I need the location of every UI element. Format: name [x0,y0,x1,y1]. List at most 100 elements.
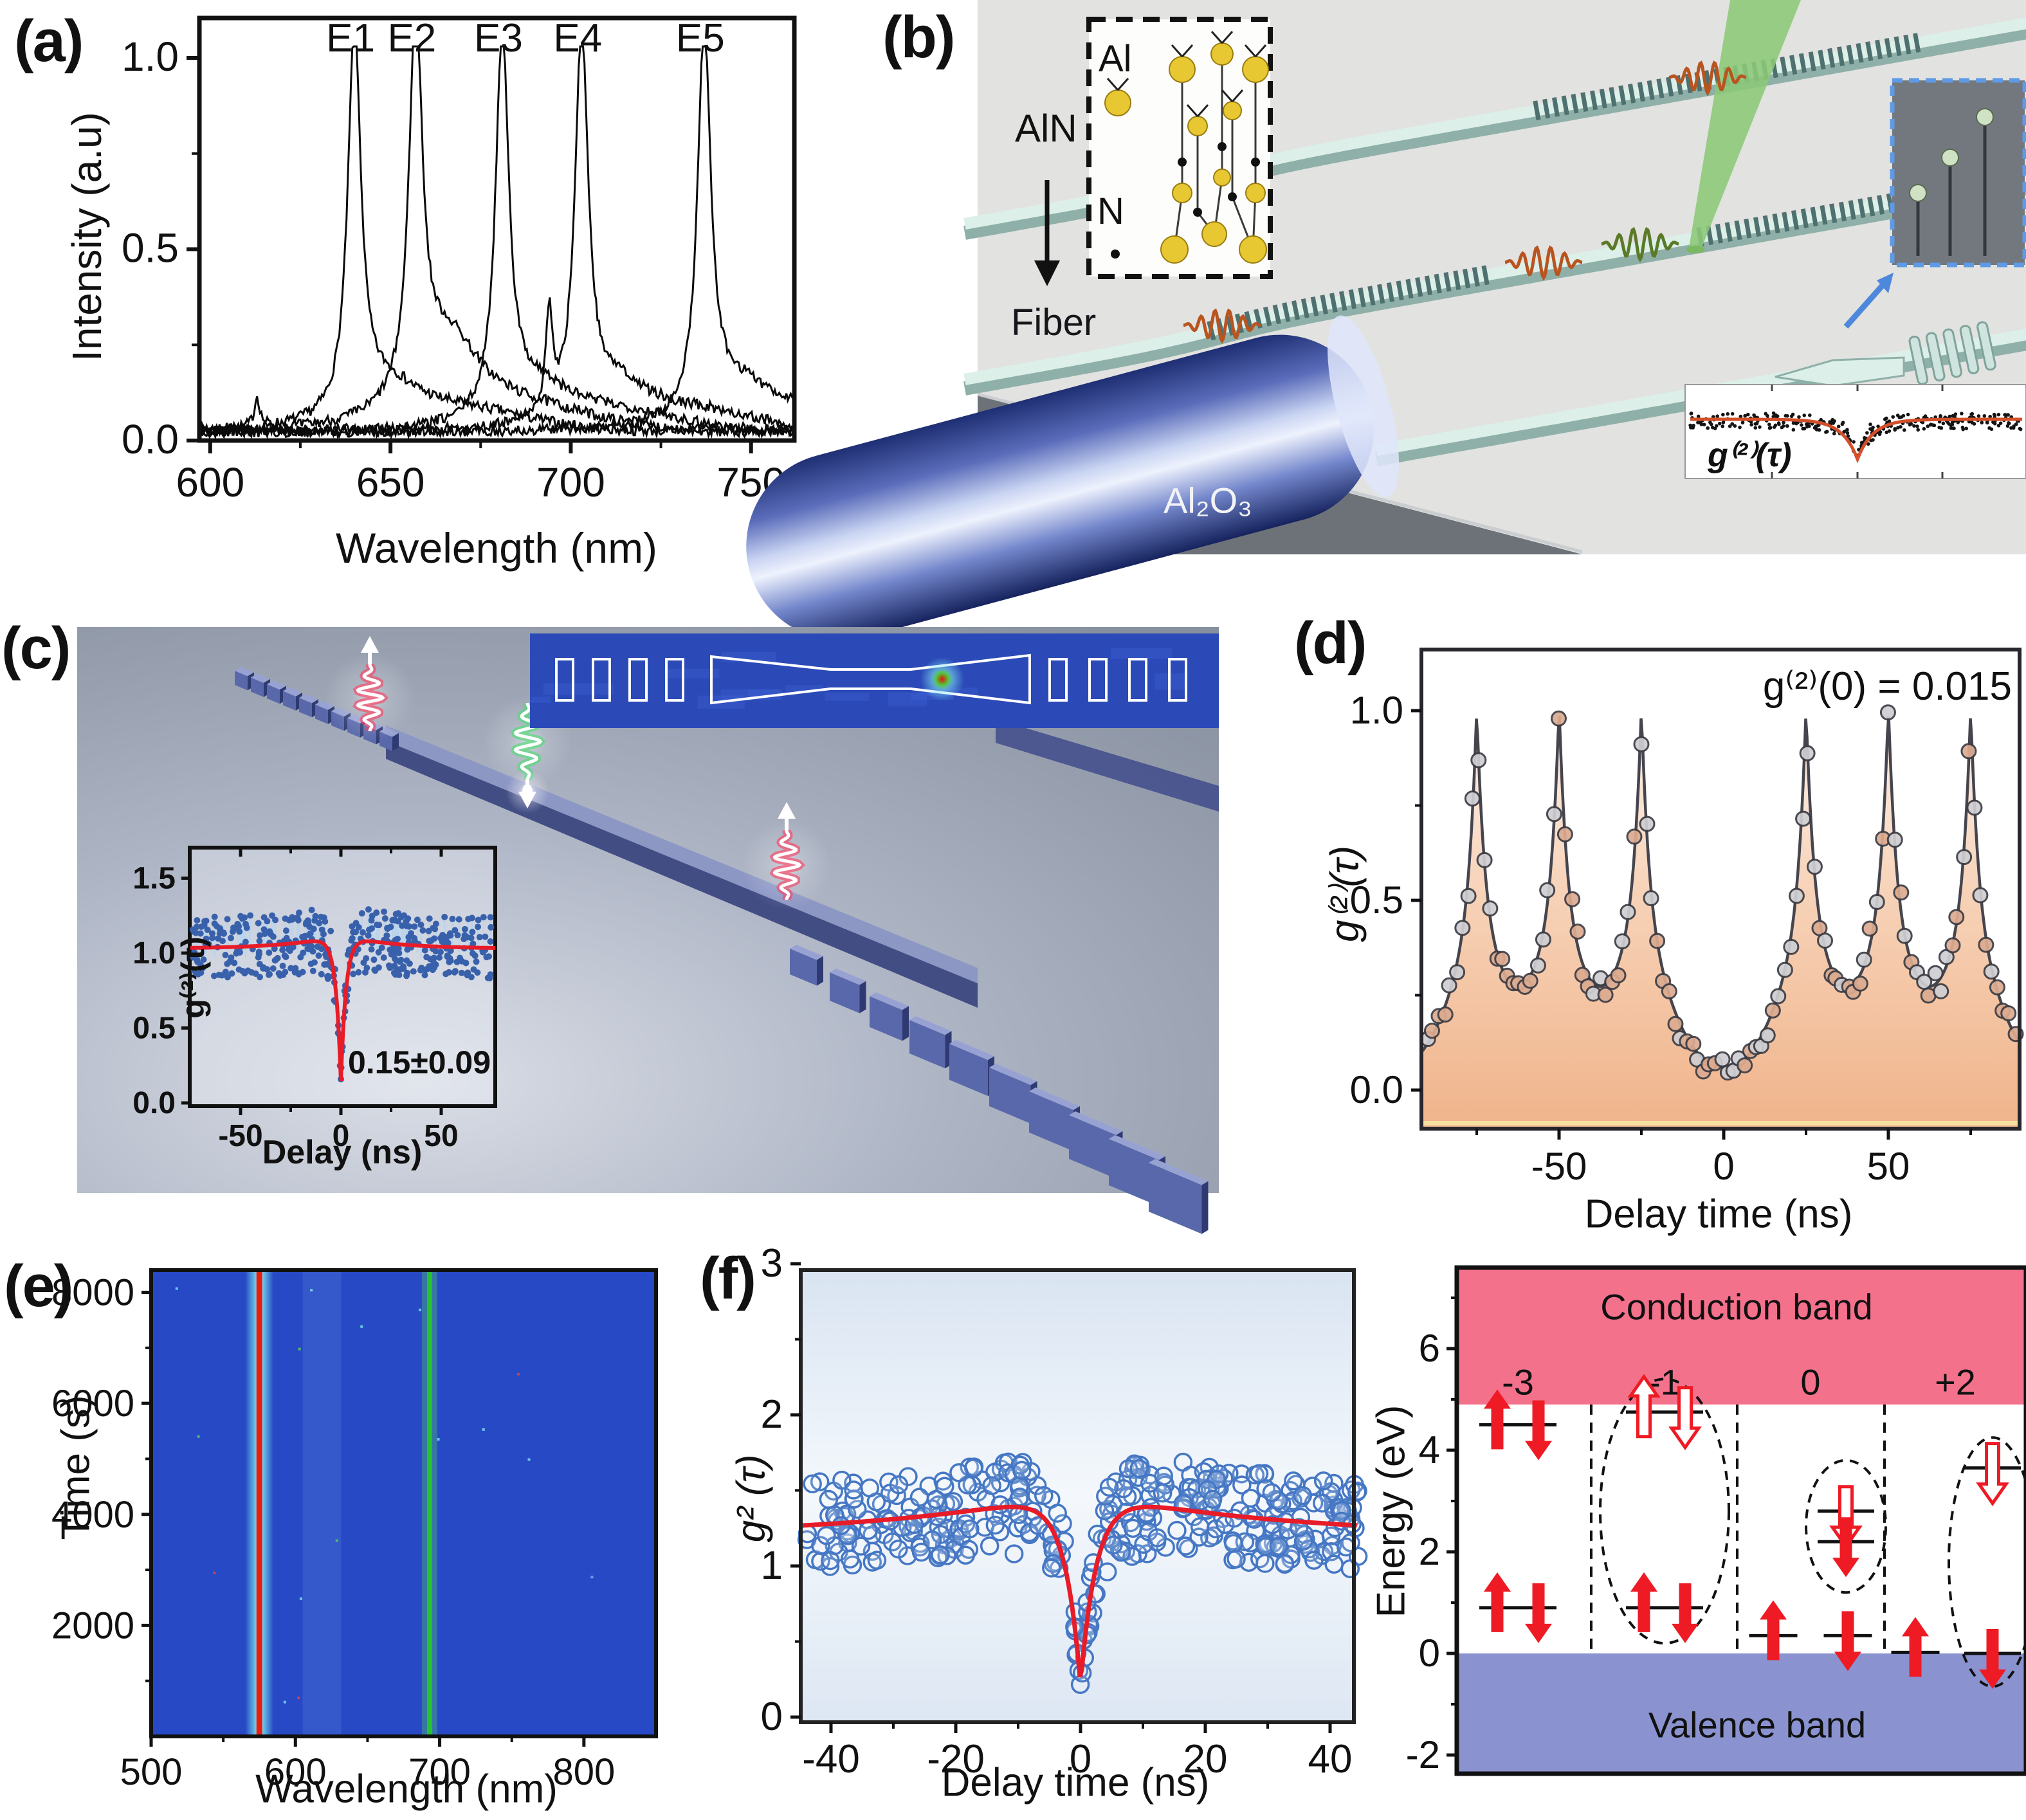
grating-tooth [909,1020,945,1069]
g2-data-point [1799,745,1816,761]
n-atom [1251,158,1260,167]
g2-fill-area [1422,716,2019,1129]
panel-a-y-axis-label: Intensity (a.u) [64,112,110,361]
n-atom [1111,250,1120,259]
g2-data-point [1948,909,1965,925]
g2-data-point [1879,704,1896,721]
g2-data-point [1099,1477,1119,1497]
g2-data-point [931,1545,950,1565]
grating-tooth [235,671,248,691]
y-tick-label: 0.0 [1350,1068,1403,1111]
axes-frame [149,1268,658,1738]
g2-data-point [803,1474,822,1493]
g2-data-point [1546,806,1562,823]
panel-c-inset-annotation: 0.15±0.09 [347,1044,491,1080]
suspended-device [1909,184,1927,202]
g2-data-point [1324,1554,1344,1574]
grating-tooth [299,698,312,718]
g2-data-point [960,1519,980,1539]
axes-frame [799,1268,1356,1724]
g2-data-point [1284,1471,1303,1491]
g2-data-point [1304,1551,1324,1570]
y-tick-label: 1.0 [122,33,179,80]
g2-data-point [1661,983,1677,999]
g2-data-point [1539,882,1556,898]
n-atom [1178,158,1187,167]
spectrum-trace-E1 [199,45,795,439]
y-tick-label: 6000 [51,1383,134,1424]
y-tick-label: 3 [761,1241,783,1286]
fan-grating-coupler [1908,321,1996,385]
g2-data-point [1989,979,2005,996]
panel-e-x-axis-label: Wavelength (nm) [255,1767,558,1812]
al-atom [1245,183,1266,203]
photon-wavepacket [1183,308,1261,344]
ccd-image-inset [530,633,1219,728]
panel-d-label: (d) [1294,610,1367,676]
charge-state-label: 0 [1800,1361,1820,1402]
ccd-grating-outline [665,658,684,702]
ccd-grating-outline [555,658,574,702]
g2-data-point [1569,924,1586,940]
y-tick-label: 4000 [51,1494,134,1536]
al-atom [1210,42,1234,66]
g2-data-point [1649,933,1666,949]
g2-data-point [838,1526,858,1545]
conduction-band [1457,1268,2026,1405]
transition-ellipse [1599,1378,1730,1645]
g2-data-point [1633,736,1650,752]
g2-data-point [1424,1023,1441,1039]
x-tick-label: -40 [802,1737,860,1781]
grating-tooth [790,949,817,986]
g2-data-point [1960,743,1977,760]
y-tick-label: 2 [1419,1530,1440,1573]
g2-data-point [817,1525,836,1545]
al-atom [1213,168,1231,187]
x-tick-label: -50 [1531,1145,1587,1188]
spin-arrow-down-hollow [1668,1386,1702,1451]
b-inset-fit-curve [1690,417,2022,464]
atom-label-al: Al [1099,38,1132,80]
g2-data-point [1275,1554,1295,1573]
g2-data-point [2000,1005,2017,1022]
g2-data-point [1944,937,1961,954]
panel-e-label: (e) [4,1253,73,1319]
x-tick-label: 20 [1183,1737,1228,1781]
y-tick-label: 0 [1419,1632,1440,1675]
c-inset-y-tick-label: 0.5 [132,1012,176,1046]
spin-arrow-up-filled [1484,1572,1511,1632]
g2-data-point [1620,904,1636,920]
x-tick-label: 650 [356,459,425,505]
suspended-device [1976,108,1994,126]
g2-data-point [1817,933,1834,949]
g2-data-point [819,1489,839,1509]
g2-data-point [1795,810,1812,827]
g2-data-point [1147,1528,1167,1547]
g2-data-point [1097,1562,1117,1581]
photon-wavepacket [1601,226,1679,263]
b-g2-correlation-inset [1684,384,2026,479]
grating-tooth [267,684,280,704]
g2-data-point [860,1478,879,1498]
ccd-waveguide-outline [710,653,1031,705]
background-waveguide [996,719,1219,812]
grating-tooth [283,691,296,711]
spin-arrow-down-filled [1525,1400,1552,1461]
g2-data-point [1313,1493,1332,1513]
x-tick-label: -20 [927,1737,985,1781]
g2-data-point [1614,933,1630,950]
spin-arrow-up-hollow [1627,1374,1661,1439]
ccd-grating-outline [628,658,648,702]
g2-data-point [1494,951,1511,967]
spin-arrow-down-filled [1832,1517,1859,1578]
waveguide [963,173,2026,385]
ccd-emitter-spot [920,657,964,701]
spectrum-trace-E2 [198,45,794,439]
panel-c-waveguide-render: 0.0 0.5 1.0 1.5 -50 0 50 [77,627,1219,1234]
g2-data-point [1224,1534,1243,1553]
spectrum-trace-E5 [199,45,795,441]
panel-f-g2-chart: 0 1 2 3 -40 -20 0 20 40 [761,1241,1368,1781]
x-tick-label: 0 [1713,1145,1734,1188]
g2-data-point [1095,1501,1115,1520]
